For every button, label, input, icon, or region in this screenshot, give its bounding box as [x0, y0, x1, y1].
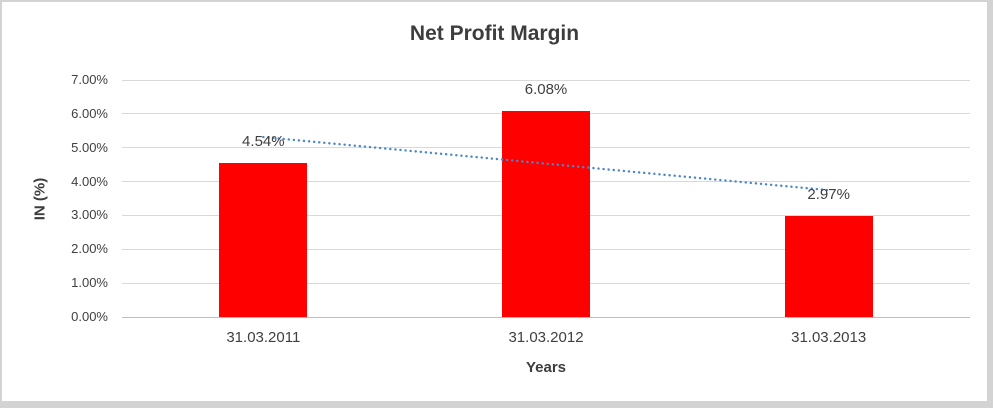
y-tick-label: 1.00% [71, 275, 108, 291]
y-tick-label: 5.00% [71, 139, 108, 155]
x-axis-line [122, 316, 970, 318]
bar-31.03.2013 [784, 216, 873, 317]
category-label: 31.03.2011 [226, 329, 301, 346]
y-tick-label: 2.00% [71, 241, 108, 257]
category-label: 31.03.2012 [508, 329, 584, 346]
x-axis-category-labels: 31.03.2011 31.03.2012 31.03.2013 [2, 2, 987, 401]
y-axis-tick-labels: 0.00% 1.00% 2.00% 3.00% 4.00% 5.00% 6.00% 7.00% [2, 2, 987, 401]
data-label: 4.54% [242, 133, 285, 151]
y-tick-label: 6.00% [71, 105, 108, 121]
chart-title: Net Profit Margin [409, 22, 580, 45]
y-tick-label: 4.00% [71, 173, 108, 189]
data-label: 6.08% [524, 81, 568, 99]
y-tick-label: 0.00% [71, 309, 108, 324]
data-label: 2.97% [807, 186, 850, 204]
y-tick-label: 3.00% [71, 207, 108, 223]
gridline [122, 79, 970, 81]
category-label: 31.03.2013 [791, 329, 867, 346]
data-labels-layer: 4.54% 6.08% 2.97% [2, 2, 987, 401]
y-tick-label: 7.00% [71, 72, 108, 87]
x-axis-title: Years [525, 359, 567, 376]
